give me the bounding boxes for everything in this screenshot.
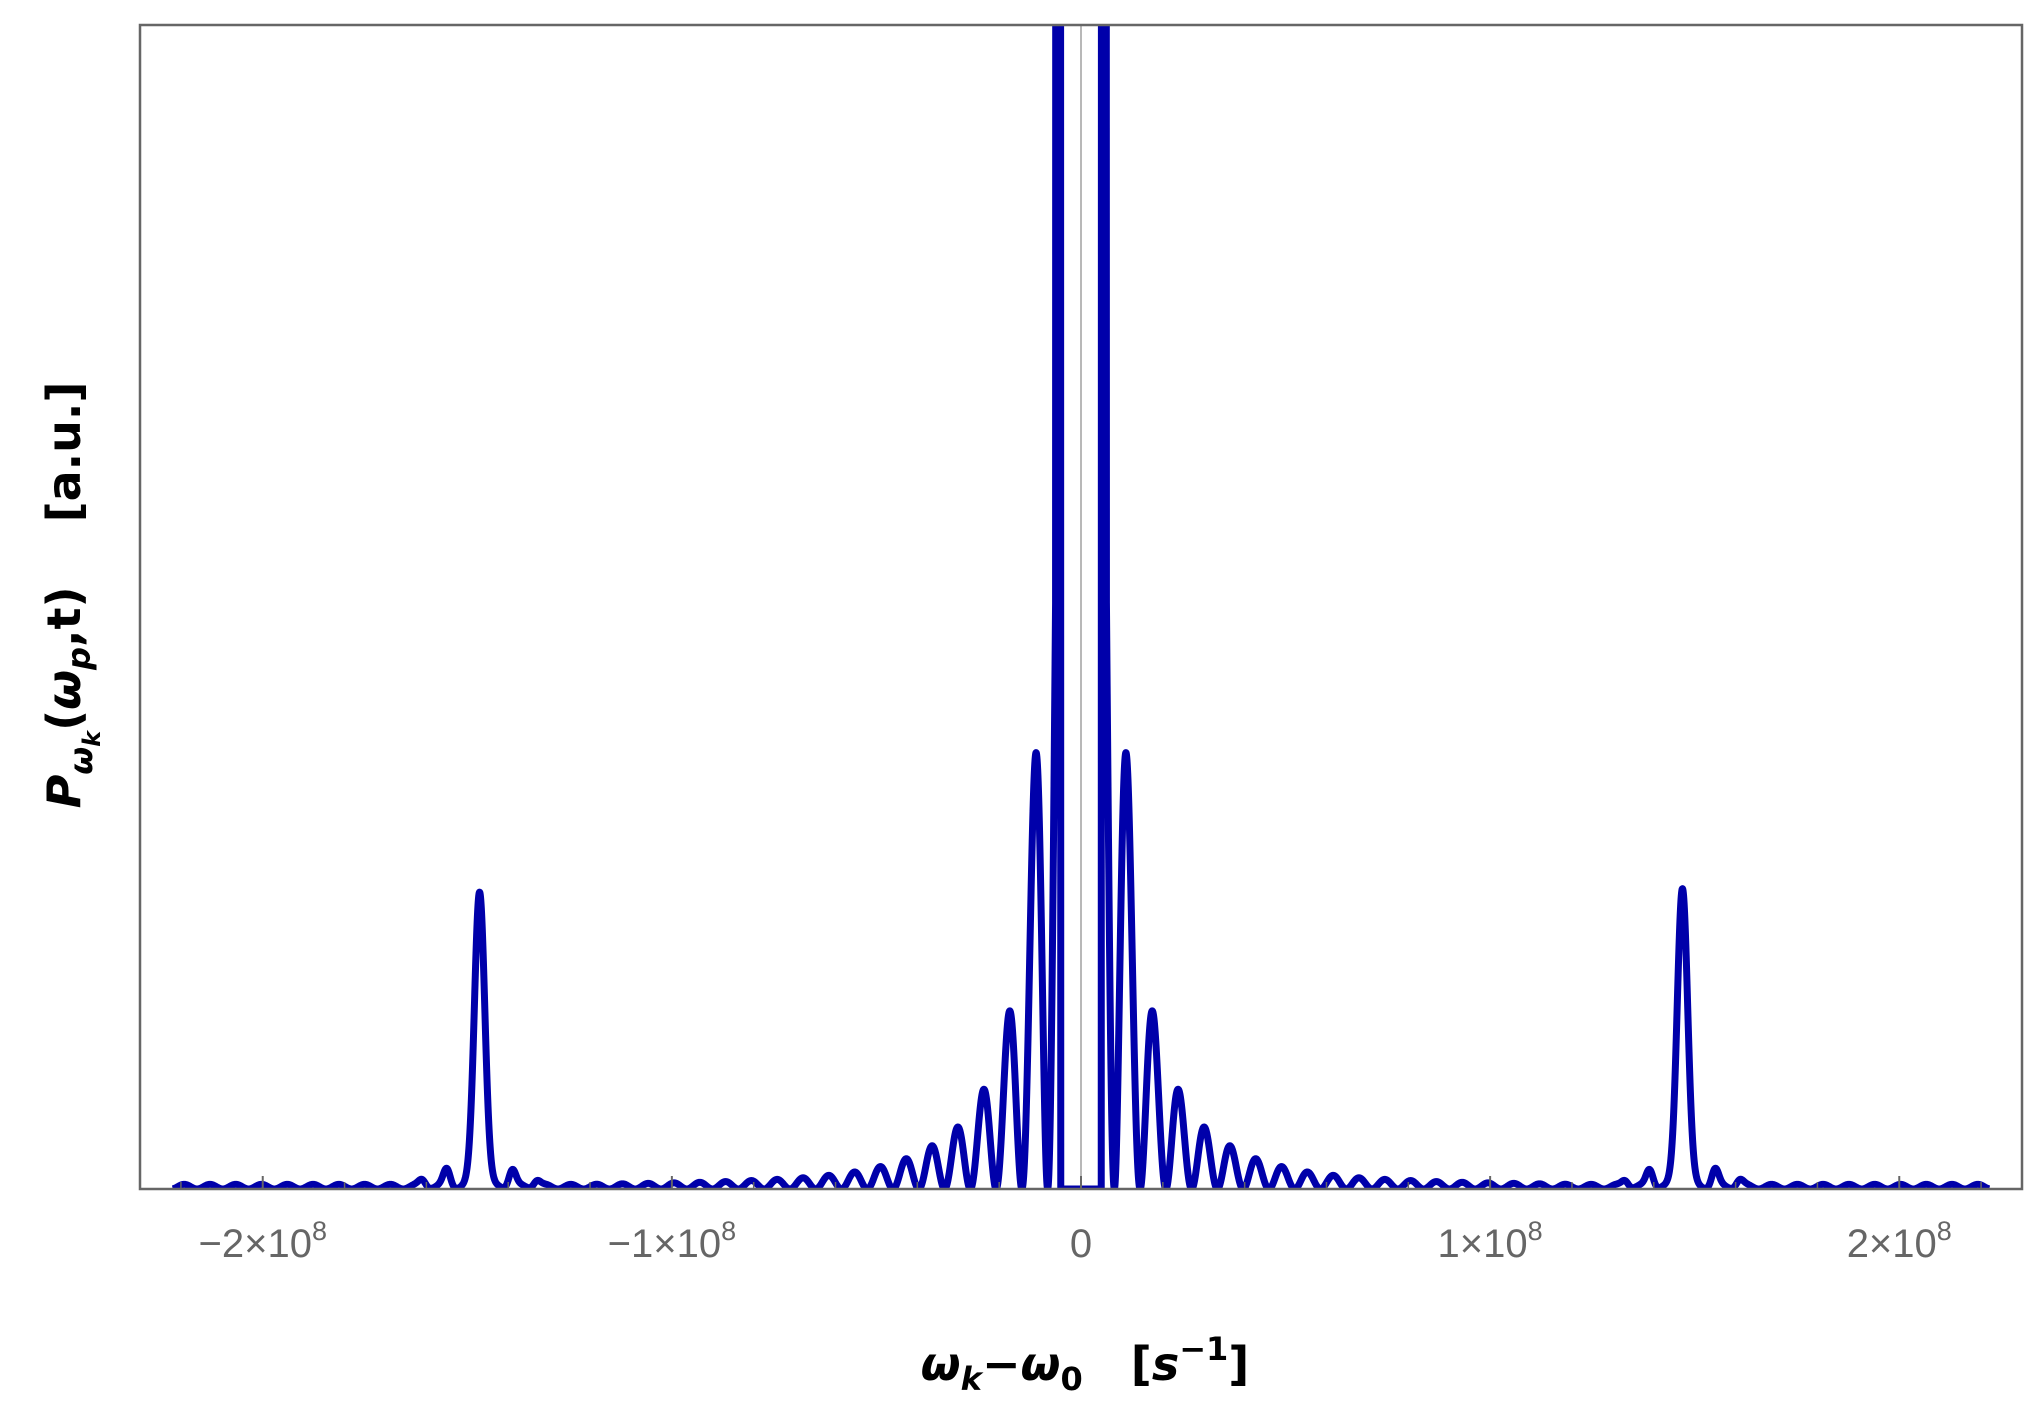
x-tick-label: −1×108 [608,1216,737,1266]
x-major-ticks [261,1176,1901,1189]
y-axis-label: Pωk(ωp,t) [a.u.] [37,382,106,809]
series-line [169,25,1993,1189]
x-tick-label: 0 [1070,1222,1092,1266]
series-group [169,25,1993,1189]
x-minor-ticks [180,1182,1982,1189]
x-tick-labels: −2×108 −1×108 0 1×108 2×108 [198,1216,1951,1266]
x-axis-label: ωk−ω0 [s−1] [921,1330,1250,1398]
x-tick-label: 2×108 [1847,1216,1952,1266]
x-tick-label: −2×108 [198,1216,327,1266]
x-tick-label: 1×108 [1438,1216,1543,1266]
